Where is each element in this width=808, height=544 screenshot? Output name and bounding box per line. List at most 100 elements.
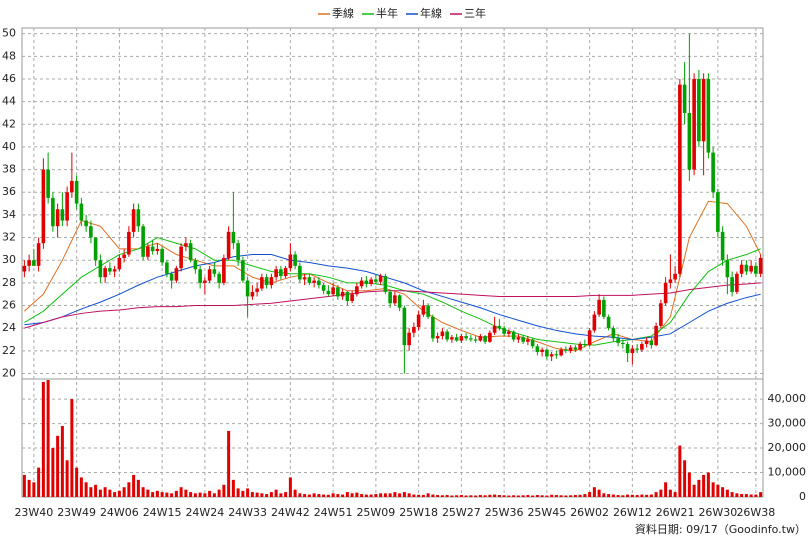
candle-body	[51, 197, 55, 227]
candle-body	[554, 354, 559, 356]
candle-body	[146, 246, 150, 257]
ma-line	[24, 254, 761, 340]
volume-bar	[255, 492, 259, 497]
volume-bar	[350, 493, 354, 497]
volume-bar	[744, 494, 748, 497]
y-tick-label: 38	[2, 163, 16, 176]
candle-body	[312, 280, 316, 283]
volume-bar	[355, 492, 359, 497]
volume-bar	[749, 494, 753, 497]
candle-body	[545, 349, 549, 357]
candle-body	[521, 337, 525, 342]
volume-bar	[602, 493, 606, 497]
candle-body	[412, 327, 416, 333]
volume-bar	[136, 479, 140, 497]
candle-body	[46, 169, 50, 198]
candle-body	[511, 331, 516, 340]
volume-bar	[573, 495, 577, 497]
candle-body	[507, 331, 511, 334]
candle-body	[602, 299, 606, 317]
candle-body	[716, 192, 720, 232]
volume-bar	[464, 495, 468, 497]
candle-body	[203, 280, 207, 283]
source-note: 資料日期: 09/17（Goodinfo.tw）	[635, 522, 806, 536]
volume-bar	[269, 492, 273, 497]
volume-bar	[450, 495, 454, 497]
y-tick-label: 26	[2, 299, 16, 312]
volume-bar	[326, 494, 330, 497]
candle-body	[549, 354, 554, 357]
plot-frame	[21, 27, 764, 498]
candle-body	[74, 180, 79, 204]
volume-bar	[493, 494, 497, 497]
candle-body	[578, 344, 582, 350]
volume-bar	[455, 495, 459, 497]
candle-body	[492, 325, 497, 333]
volume-bar	[56, 435, 60, 497]
volume-bar	[341, 494, 345, 497]
volume-bar	[236, 488, 240, 497]
candle-body	[307, 277, 312, 283]
candle-body	[706, 78, 711, 153]
volume-bar	[46, 380, 50, 497]
volume-bar	[421, 495, 425, 497]
volume-bar	[246, 488, 250, 497]
volume-bar	[526, 495, 530, 497]
candle-body	[421, 305, 426, 315]
volume-bar	[459, 495, 463, 497]
candle-body	[60, 209, 65, 221]
candle-body	[597, 299, 601, 315]
candle-body	[659, 303, 663, 326]
y-tick-label: 30	[2, 253, 16, 266]
candle-body	[678, 84, 682, 274]
candle-body	[174, 268, 179, 281]
candle-body	[122, 254, 126, 258]
candle-body	[355, 286, 359, 295]
candle-body	[350, 294, 354, 301]
x-tick-label: 26W38	[736, 506, 775, 519]
candle-body	[473, 339, 478, 341]
candle-body	[22, 265, 27, 272]
y2-tick-label: 40,000	[768, 392, 807, 405]
volume-bar	[554, 495, 558, 497]
y2-tick-label: 30,000	[768, 417, 807, 430]
candle-body	[198, 269, 202, 283]
candle-body	[668, 279, 673, 283]
volume-bar	[179, 487, 183, 497]
y-tick-label: 36	[2, 185, 16, 198]
legend-label: 三年	[464, 6, 486, 20]
volume-bar	[569, 495, 573, 497]
candle-body	[79, 203, 84, 221]
candle-body	[179, 246, 183, 269]
volume-bar	[692, 484, 696, 497]
candle-body	[611, 328, 616, 339]
candle-body	[592, 314, 597, 331]
volume-bar	[89, 487, 93, 497]
volume-bar	[417, 494, 421, 497]
volume-bar	[559, 495, 563, 497]
candle-body	[692, 78, 696, 170]
y-tick-label: 20	[2, 366, 16, 379]
volume-bar	[241, 490, 245, 497]
volume-bar	[155, 490, 159, 497]
volume-bar	[208, 490, 212, 497]
volume-bar	[474, 495, 478, 497]
volume-bar	[322, 494, 326, 497]
x-tick-label: 24W42	[271, 506, 310, 519]
candle-body	[112, 269, 117, 272]
candle-body	[606, 316, 611, 329]
volume-bar	[659, 489, 663, 497]
volume-bar	[721, 487, 725, 497]
candle-body	[169, 273, 174, 281]
volume-bar	[32, 482, 36, 497]
candle-body	[749, 265, 753, 272]
candle-body	[340, 291, 345, 297]
volume-bar	[583, 494, 587, 497]
volume-bar	[108, 489, 112, 497]
candle-body	[184, 243, 188, 247]
volume-bar	[716, 484, 720, 497]
volume-bar	[203, 493, 207, 497]
volume-bar	[706, 472, 710, 497]
candle-body	[103, 268, 107, 278]
volume-bar	[740, 494, 744, 497]
